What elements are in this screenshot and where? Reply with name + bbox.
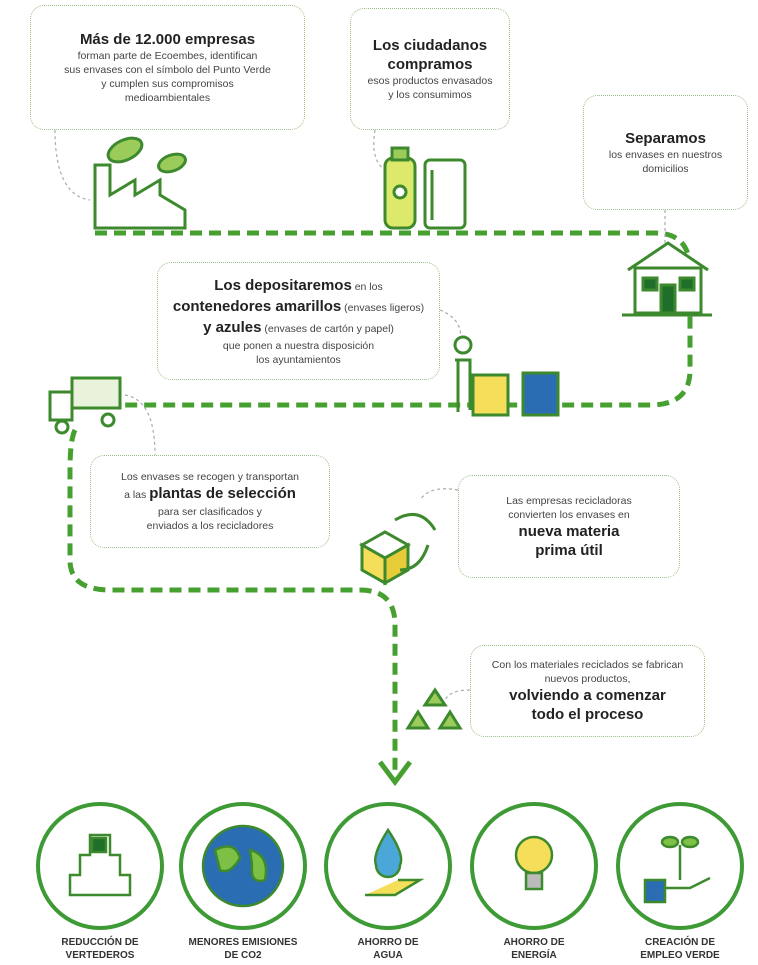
box-line: nueva materia (519, 522, 620, 541)
bold-text: volviendo a comenzar (509, 687, 666, 704)
box-companies: Más de 12.000 empresas forman parte de Ec… (30, 5, 305, 130)
box-separate: Separamos los envases en nuestros domicili… (583, 95, 748, 210)
benefit-label: CREACIÓN DE EMPLEO VERDE (610, 936, 750, 962)
box-recyclers: Las empresas recicladoras convierten los … (458, 475, 680, 578)
box-line: y cumplen sus compromisos (101, 78, 234, 90)
label-line: AHORRO DE (503, 937, 565, 948)
arrow-head (378, 760, 412, 787)
bold-text: y azules (203, 318, 262, 336)
bold-text: Separamos (625, 130, 706, 147)
box-line: y los consumimos (388, 89, 472, 101)
box-line: convierten los envases en (508, 508, 630, 521)
text: (envases de cartón y papel) (261, 322, 394, 335)
box-line: para ser clasificados y (158, 506, 262, 518)
box-line: Separamos (625, 129, 706, 148)
text: (envases ligeros) (341, 301, 425, 314)
box-line: Los ciudadanos (373, 36, 487, 55)
path-upper (95, 230, 693, 408)
text: en los (351, 280, 383, 293)
box-line: Con los materiales reciclados se fabrica… (491, 659, 684, 671)
recycle-icon (405, 687, 463, 730)
box-citizens: Los ciudadanos compramos esos productos en… (350, 8, 510, 130)
label-line: VERTEDEROS (65, 950, 135, 961)
box-line: compramos (387, 55, 472, 74)
bold-text: Los depositaremos (214, 276, 352, 294)
box-line: forman parte de Ecoembes, identifican (77, 50, 258, 62)
box-line: Las empresas recicladoras (506, 494, 632, 507)
box-line: Los depositaremos en los (214, 276, 382, 297)
text: a las (124, 489, 150, 501)
box-icon (358, 512, 437, 586)
box-line: todo el proceso (532, 705, 644, 724)
box-line: medioambientales (124, 92, 211, 104)
label-line: AHORRO DE (357, 937, 419, 948)
label-line: EMPLEO VERDE (640, 950, 720, 961)
label-line: CREACIÓN DE (644, 937, 715, 948)
box-deposit: Los depositaremos en los contenedores ama… (157, 262, 440, 380)
bold-text: plantas de selección (149, 485, 296, 502)
label-line: AGUA (373, 950, 403, 961)
benefit-label: AHORRO DE AGUA (318, 936, 458, 962)
box-line: volviendo a comenzar (509, 686, 666, 705)
bins-icon (453, 335, 560, 417)
path-lower (67, 428, 398, 770)
box-collect: Los envases se recogen y transportan a la… (90, 455, 330, 548)
bold-text: contenedores amarillos (172, 297, 342, 315)
box-line: los envases en nuestros (608, 149, 723, 161)
flow-path (67, 230, 693, 770)
benefit-label: REDUCCIÓN DE VERTEDEROS (30, 936, 170, 962)
factory-icon (93, 136, 187, 230)
truck-icon (48, 376, 122, 435)
bold-text: Los ciudadanos (372, 37, 488, 54)
label-line: MENORES EMISIONES (188, 937, 298, 948)
box-line: nuevos productos, (544, 673, 631, 685)
box-line: contenedores amarillos (envases ligeros) (173, 297, 424, 318)
bottle-icon (383, 146, 467, 230)
bold-text: Más de 12.000 empresas (79, 31, 256, 48)
box-line: Más de 12.000 empresas (80, 30, 255, 49)
label-line: REDUCCIÓN DE (61, 937, 139, 948)
box-line: enviados a los recicladores (146, 520, 274, 532)
box-line: Los envases se recogen y transportan (120, 471, 300, 483)
box-new-products: Con los materiales reciclados se fabrica… (470, 645, 705, 737)
box-line: a las plantas de selección (124, 484, 296, 505)
box-line: que ponen a nuestra disposición (222, 339, 375, 352)
bold-text: nueva materia (518, 522, 620, 540)
bold-text: prima útil (535, 541, 603, 559)
box-line: domicilios (642, 163, 689, 175)
box-line: prima útil (535, 541, 603, 560)
box-line: sus envases con el símbolo del Punto Ver… (64, 64, 271, 76)
label-line: ENERGÍA (511, 950, 557, 961)
benefit-icons (68, 824, 711, 908)
bold-text: compramos (387, 56, 473, 73)
box-line: y azules (envases de cartón y papel) (203, 318, 394, 339)
bold-text: todo el proceso (531, 706, 644, 723)
connectors (54, 129, 666, 701)
label-line: DE CO2 (224, 950, 262, 961)
benefit-label: AHORRO DE ENERGÍA (464, 936, 604, 962)
house-icon (622, 241, 712, 317)
benefit-label: MENORES EMISIONES DE CO2 (173, 936, 313, 962)
box-line: esos productos envasados (367, 75, 493, 87)
box-line: los ayuntamientos (256, 353, 341, 366)
